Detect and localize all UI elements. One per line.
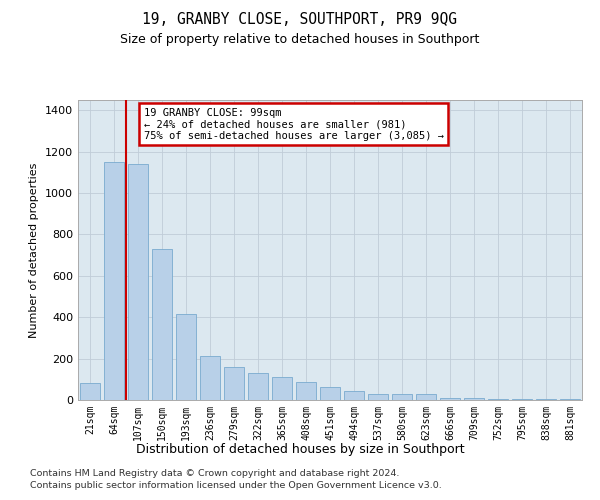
Bar bbox=[296, 382, 316, 400]
Bar bbox=[416, 394, 436, 400]
Bar bbox=[320, 386, 340, 400]
Bar bbox=[80, 384, 100, 400]
Bar bbox=[488, 399, 508, 400]
Bar bbox=[512, 399, 532, 400]
Bar bbox=[248, 373, 268, 400]
Text: Contains public sector information licensed under the Open Government Licence v3: Contains public sector information licen… bbox=[30, 481, 442, 490]
Text: 19 GRANBY CLOSE: 99sqm
← 24% of detached houses are smaller (981)
75% of semi-de: 19 GRANBY CLOSE: 99sqm ← 24% of detached… bbox=[143, 108, 443, 140]
Bar bbox=[536, 399, 556, 400]
Bar bbox=[104, 162, 124, 400]
Bar bbox=[392, 394, 412, 400]
Y-axis label: Number of detached properties: Number of detached properties bbox=[29, 162, 40, 338]
Bar bbox=[128, 164, 148, 400]
Bar bbox=[200, 356, 220, 400]
Bar bbox=[368, 394, 388, 400]
Bar bbox=[344, 390, 364, 400]
Text: 19, GRANBY CLOSE, SOUTHPORT, PR9 9QG: 19, GRANBY CLOSE, SOUTHPORT, PR9 9QG bbox=[143, 12, 458, 28]
Bar bbox=[560, 399, 580, 400]
Bar bbox=[224, 367, 244, 400]
Bar bbox=[272, 377, 292, 400]
Bar bbox=[176, 314, 196, 400]
Text: Contains HM Land Registry data © Crown copyright and database right 2024.: Contains HM Land Registry data © Crown c… bbox=[30, 468, 400, 477]
Text: Distribution of detached houses by size in Southport: Distribution of detached houses by size … bbox=[136, 442, 464, 456]
Bar bbox=[464, 398, 484, 400]
Text: Size of property relative to detached houses in Southport: Size of property relative to detached ho… bbox=[121, 32, 479, 46]
Bar bbox=[440, 398, 460, 400]
Bar bbox=[152, 249, 172, 400]
